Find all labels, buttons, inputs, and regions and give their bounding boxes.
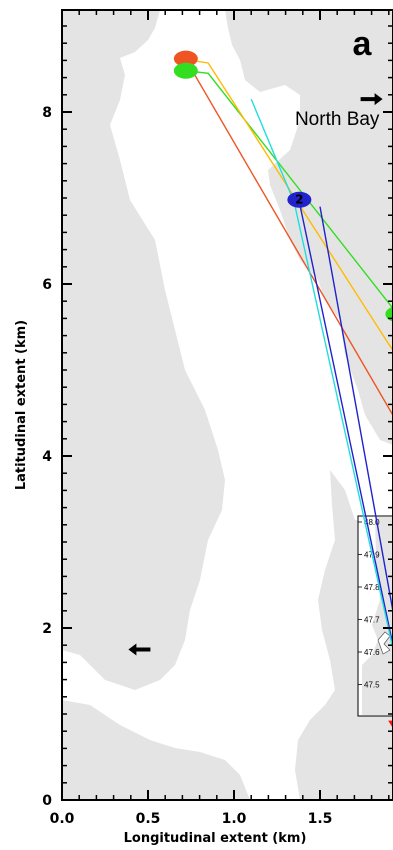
axes: 0.00.51.01.52.02.53.002468 bbox=[42, 9, 393, 827]
wind-arrow-0 bbox=[360, 93, 383, 106]
series-line-0 bbox=[185, 59, 393, 417]
panel-letter: a bbox=[353, 25, 373, 63]
series-line-5 bbox=[319, 206, 393, 616]
x-tick-label-2: 1.0 bbox=[222, 811, 247, 827]
marker-0 bbox=[173, 50, 198, 67]
series-line-2 bbox=[185, 58, 393, 352]
inset-tick-label-0: 48.0 bbox=[364, 518, 380, 527]
inset-tick-label-5: 47.5 bbox=[364, 681, 380, 690]
y-tick-label-3: 6 bbox=[42, 277, 52, 293]
marker-1 bbox=[173, 62, 198, 79]
y-tick-label-2: 4 bbox=[42, 449, 52, 465]
wind-arrow-3 bbox=[128, 643, 151, 656]
y-tick-label-0: 0 bbox=[42, 793, 52, 809]
inset-map: 48.047.947.847.747.647.5 bbox=[357, 515, 393, 717]
y-tick-label-1: 2 bbox=[42, 621, 52, 637]
x-axis-title: Longitudinal extent (km) bbox=[124, 831, 307, 846]
inset-tick-label-4: 47.6 bbox=[364, 648, 380, 657]
x-tick-label-1: 0.5 bbox=[136, 811, 161, 827]
wind-arrows bbox=[128, 93, 383, 656]
inset-lake bbox=[377, 631, 391, 655]
marker-triangle-4 bbox=[388, 720, 393, 729]
land-map bbox=[62, 10, 393, 800]
series-line-1 bbox=[185, 70, 393, 310]
west-shore-land bbox=[62, 10, 225, 690]
y-tick-label-4: 8 bbox=[42, 105, 52, 121]
trajectory-markers: 220 bbox=[173, 50, 393, 729]
northeast-land bbox=[225, 10, 393, 445]
marker-label-2: 2 bbox=[295, 193, 303, 207]
southwest-land bbox=[62, 700, 250, 800]
x-tick-label-3: 1.5 bbox=[308, 811, 333, 827]
inset-tick-label-2: 47.8 bbox=[364, 583, 380, 592]
inset-tick-label-3: 47.7 bbox=[364, 616, 380, 625]
y-axis-title: Latitudinal extent (km) bbox=[14, 320, 29, 490]
north-bay-label: North Bay bbox=[295, 109, 380, 130]
marker-2 bbox=[287, 191, 312, 208]
x-tick-label-0: 0.0 bbox=[50, 811, 75, 827]
